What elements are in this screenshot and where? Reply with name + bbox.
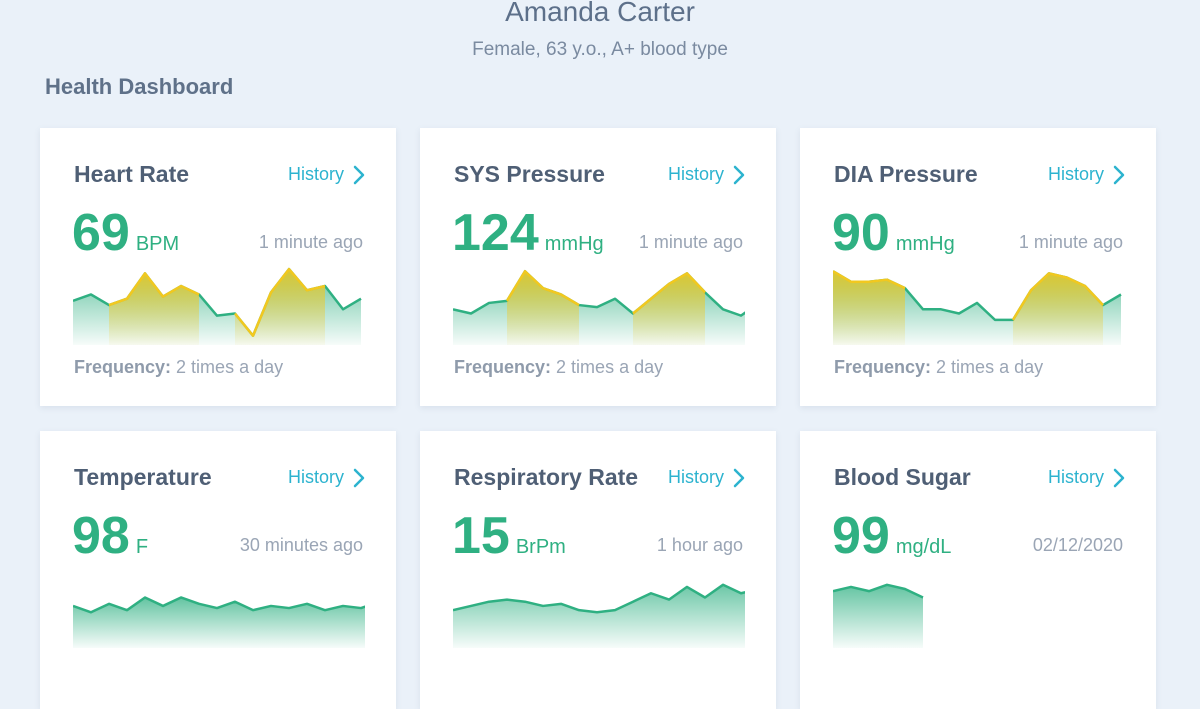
value-number: 15	[452, 507, 510, 565]
card-title: Temperature	[74, 464, 212, 490]
sparkline-highlight-area	[109, 273, 199, 345]
timestamp: 1 hour ago	[656, 535, 743, 555]
sparkline-highlight-line	[505, 269, 580, 307]
frequency-value: 2 times a day	[556, 357, 664, 377]
sparkline-chart	[73, 267, 362, 345]
temperature-card: Temperature History 98 F 30 minutes ago	[40, 431, 396, 709]
chevron-right-icon	[1113, 165, 1125, 184]
sparkline-line	[73, 596, 365, 614]
patient-name: Amanda Carter	[505, 0, 695, 27]
blood-sugar-card: Blood Sugar History 99 mg/dL 02/12/2020	[800, 431, 1156, 709]
value-number: 99	[832, 507, 890, 565]
reading-value: 69 BPM	[72, 203, 179, 263]
patient-details: Female, 63 y.o., A+ blood type	[472, 39, 728, 60]
sparkline-highlight-line	[108, 272, 200, 307]
history-link[interactable]: History	[288, 164, 366, 185]
history-link[interactable]: History	[1048, 467, 1126, 488]
frequency: Frequency: 2 times a day	[454, 357, 663, 378]
history-label: History	[667, 164, 724, 184]
reading-value: 15 BrPm	[452, 506, 566, 566]
sparkline-area	[833, 584, 923, 648]
value-number: 124	[452, 204, 539, 262]
frequency-label: Frequency:	[74, 357, 172, 377]
value-unit: mmHg	[544, 233, 604, 255]
value-unit: mmHg	[895, 233, 955, 255]
sparkline-chart	[73, 596, 365, 648]
sparkline-highlight-area	[833, 271, 905, 345]
history-label: History	[287, 164, 344, 184]
sparkline-chart	[833, 583, 924, 648]
chevron-right-icon	[353, 468, 365, 487]
dashboard-title: Health Dashboard	[45, 74, 234, 99]
chevron-right-icon	[733, 165, 745, 184]
frequency: Frequency: 2 times a day	[834, 357, 1043, 378]
card-title: DIA Pressure	[834, 161, 978, 187]
sys-pressure-card: SYS Pressure History 124 mmHg 1 minute a…	[420, 128, 776, 406]
timestamp: 1 minute ago	[1018, 232, 1123, 252]
history-label: History	[1047, 164, 1104, 184]
reading-value: 90 mmHg	[832, 203, 955, 263]
sparkline-chart	[453, 583, 745, 648]
sparkline-line	[833, 583, 924, 599]
sparkline-highlight-area	[1013, 273, 1103, 345]
reading-value: 124 mmHg	[452, 203, 604, 263]
respiratory-rate-card: Respiratory Rate History 15 BrPm 1 hour …	[420, 431, 776, 709]
sparkline-line	[453, 269, 745, 317]
history-link[interactable]: History	[668, 164, 746, 185]
value-unit: BPM	[135, 233, 180, 255]
value-number: 90	[832, 204, 890, 262]
sparkline-area	[453, 584, 745, 648]
history-label: History	[667, 467, 724, 487]
history-label: History	[1047, 467, 1104, 487]
sparkline-highlight-line	[632, 272, 706, 315]
heart-rate-card: Heart Rate History 69 BPM 1 minute ago F…	[40, 128, 396, 406]
frequency-value: 2 times a day	[176, 357, 284, 377]
sparkline-highlight-line	[1011, 272, 1104, 321]
sparkline-chart	[453, 269, 745, 345]
card-title: SYS Pressure	[454, 161, 605, 187]
card-title: Heart Rate	[74, 161, 190, 187]
history-label: History	[287, 467, 344, 487]
value-unit: mg/dL	[895, 536, 952, 558]
sparkline-highlight-area	[633, 273, 705, 345]
timestamp: 1 minute ago	[258, 232, 363, 252]
sparkline-highlight-line	[234, 267, 326, 337]
reading-value: 98 F	[72, 506, 148, 566]
value-unit: F	[135, 536, 149, 558]
history-link[interactable]: History	[668, 467, 746, 488]
value-number: 69	[72, 204, 130, 262]
card-title: Respiratory Rate	[454, 464, 639, 490]
frequency: Frequency: 2 times a day	[74, 357, 283, 378]
frequency-label: Frequency:	[834, 357, 932, 377]
reading-value: 99 mg/dL	[832, 506, 951, 566]
timestamp: 02/12/2020	[1032, 535, 1123, 555]
sparkline-chart	[833, 270, 1122, 345]
sparkline-line	[453, 583, 745, 614]
value-number: 98	[72, 507, 130, 565]
frequency-value: 2 times a day	[936, 357, 1044, 377]
value-unit: BrPm	[515, 536, 566, 558]
sparkline-highlight-area	[507, 271, 579, 345]
history-link[interactable]: History	[288, 467, 366, 488]
sparkline-highlight-line	[833, 270, 906, 290]
chevron-right-icon	[353, 165, 365, 184]
sparkline-area	[73, 597, 365, 648]
card-title: Blood Sugar	[834, 464, 971, 490]
dia-pressure-card: DIA Pressure History 90 mmHg 1 minute ag…	[800, 128, 1156, 406]
timestamp: 30 minutes ago	[239, 535, 363, 555]
history-link[interactable]: History	[1048, 164, 1126, 185]
chevron-right-icon	[733, 468, 745, 487]
chevron-right-icon	[1113, 468, 1125, 487]
timestamp: 1 minute ago	[638, 232, 743, 252]
frequency-label: Frequency:	[454, 357, 552, 377]
